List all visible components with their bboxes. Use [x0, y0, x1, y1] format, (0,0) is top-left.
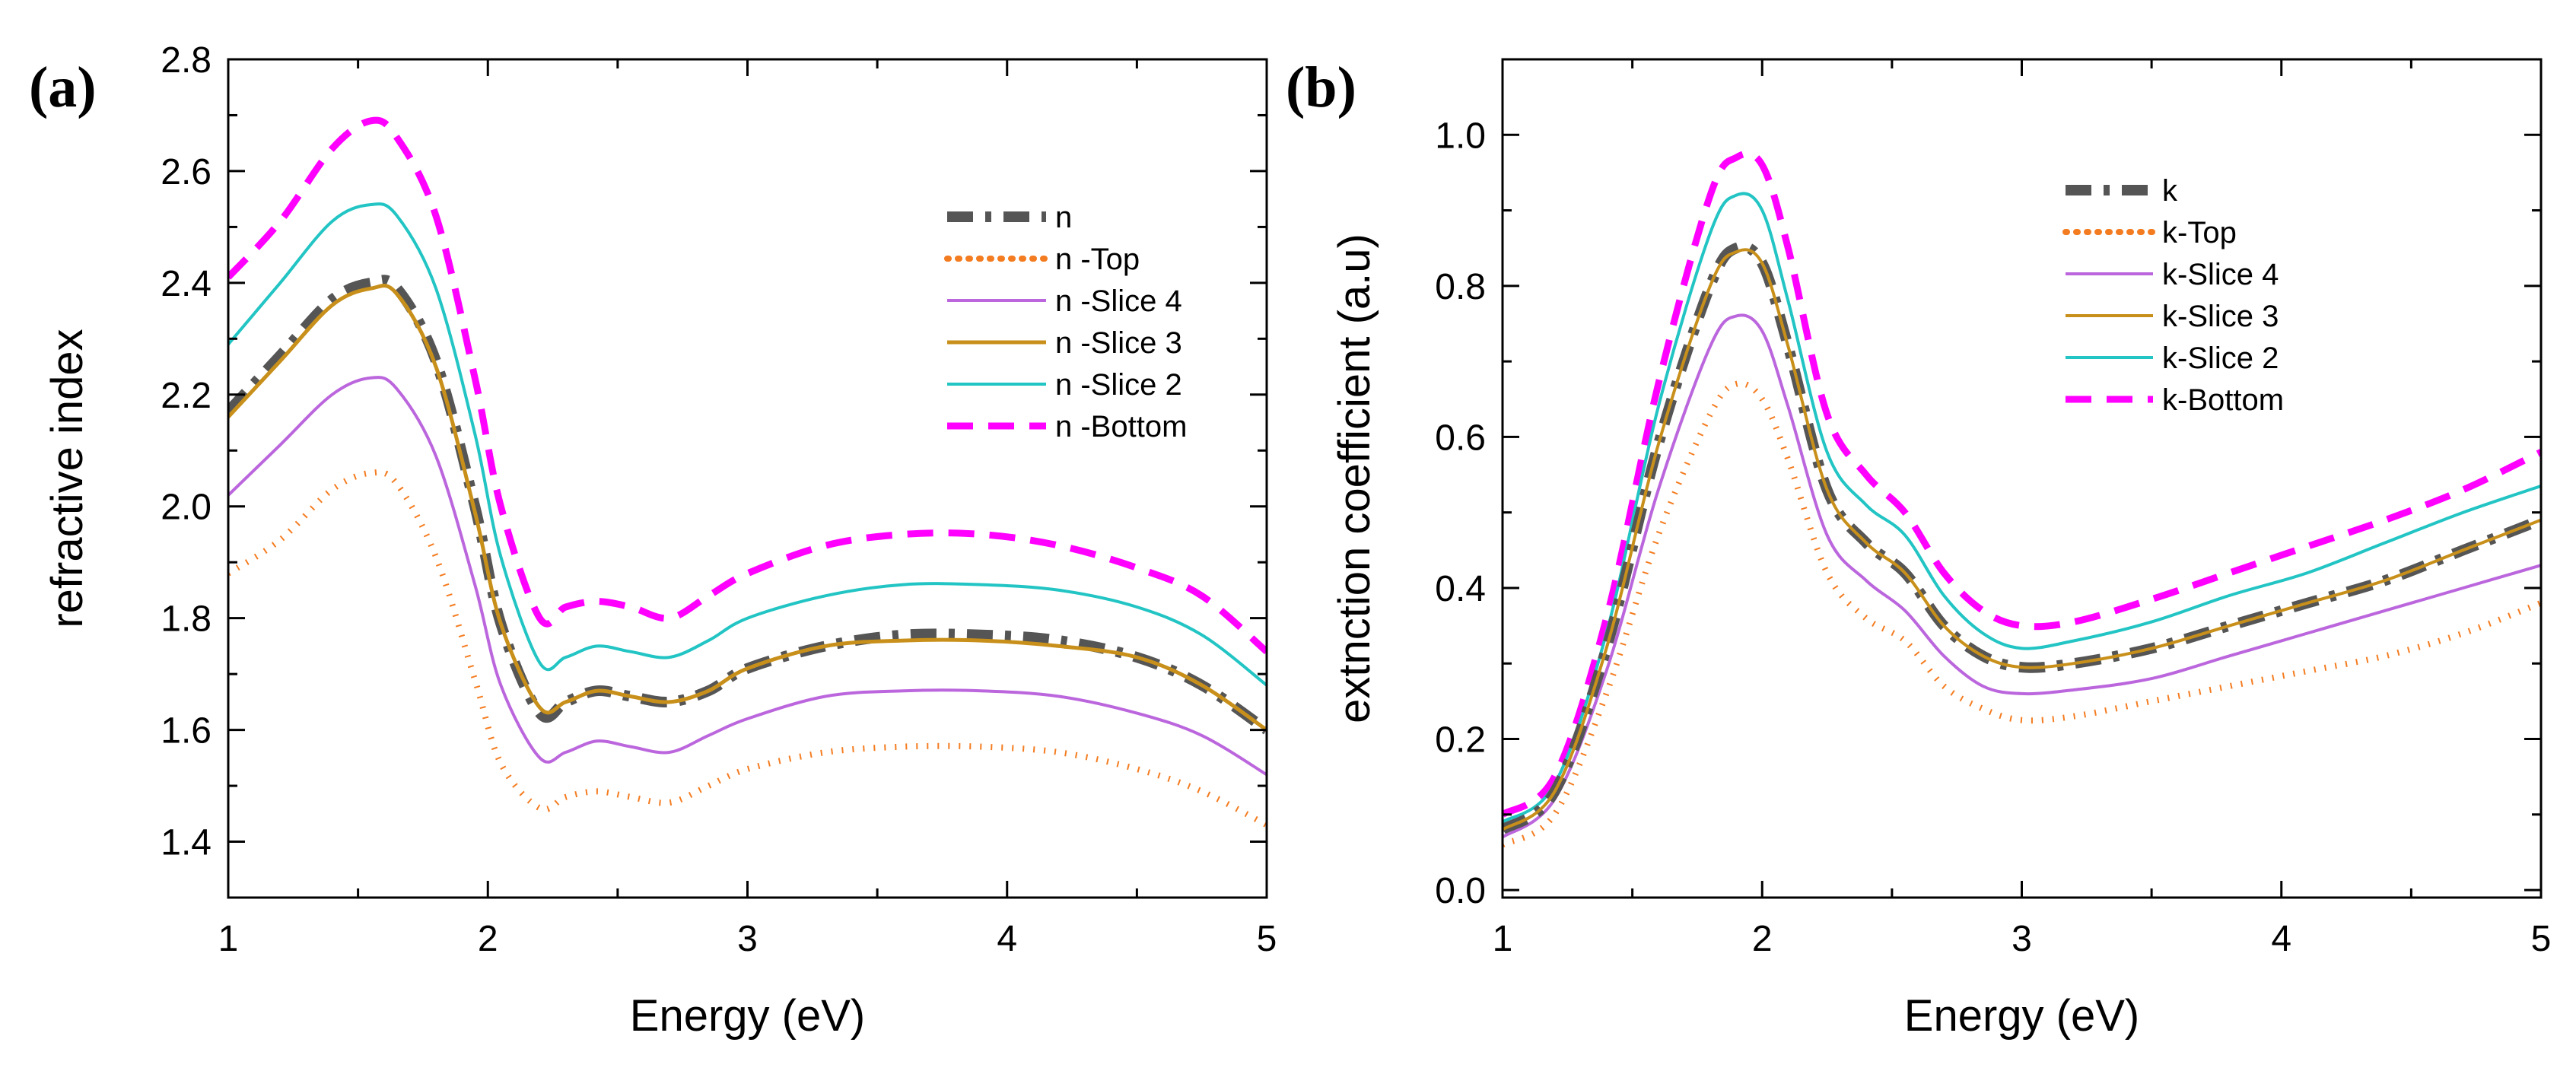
legend-label: k-Top — [2162, 216, 2237, 249]
legend-label: n -Top — [1055, 243, 1140, 276]
y-tick-label: 2.4 — [161, 264, 211, 304]
plot-frame — [1501, 58, 2543, 899]
series-line-k-slice-3 — [1503, 248, 2541, 831]
x-tick-label: 5 — [1257, 919, 1277, 959]
legend-label: k-Slice 3 — [2162, 300, 2279, 333]
legend-label: n -Slice 2 — [1055, 368, 1182, 402]
y-tick-label: 0.8 — [1435, 267, 1486, 307]
y-tick-label: 2.8 — [161, 40, 211, 81]
series-group — [228, 116, 1267, 828]
x-tick-label: 2 — [1752, 919, 1773, 959]
panel-b: (b) 1 2 3 4 5 0.0 0.2 0.4 0.6 0.8 1.0 Energy (eV) ext… — [1286, 56, 2551, 1041]
panel-label: (a) — [29, 56, 97, 119]
series-line-n--top — [228, 469, 1267, 828]
series-line-n--slice-2 — [228, 202, 1267, 687]
panel-label: (b) — [1286, 56, 1356, 119]
legend-label: n — [1055, 201, 1072, 234]
series-line-n--slice-4 — [228, 376, 1267, 777]
legend: n n -Top n -Slice 4 n -Slice 3 n -Slice 2 n -… — [944, 201, 1187, 443]
legend: k k-Top k-Slice 4 k-Slice 3 k-Slice 2 k-Botto… — [2062, 174, 2284, 417]
x-tick-label: 5 — [2531, 919, 2552, 959]
y-tick-label: 0.6 — [1435, 418, 1486, 458]
x-tick-label: 2 — [478, 919, 498, 959]
legend-label: k-Bottom — [2162, 383, 2284, 417]
x-tick-label: 4 — [2271, 919, 2291, 959]
series-line-k-bottom — [1503, 150, 2541, 818]
y-axis-title: extnction coefficient (a.u) — [1330, 234, 1379, 723]
y-tick-label: 0.4 — [1435, 569, 1486, 609]
y-tick-label: 2.2 — [161, 376, 211, 416]
y-tick-label: 1.4 — [161, 823, 211, 863]
series-line-k-slice-2 — [1503, 192, 2541, 824]
x-tick-label: 1 — [1493, 919, 1513, 959]
y-tick-label: 1.8 — [161, 599, 211, 640]
series-line-n--slice-3 — [228, 284, 1267, 732]
x-axis-title: Energy (eV) — [1904, 991, 2139, 1041]
y-tick-label: 2.0 — [161, 488, 211, 528]
x-tick-label: 3 — [2012, 919, 2032, 959]
legend-label: k-Slice 4 — [2162, 258, 2279, 291]
y-tick-label: 0.0 — [1435, 871, 1486, 911]
y-axis-title: refractive index — [43, 329, 92, 628]
series-line-k-top — [1503, 380, 2541, 848]
y-tick-label: 1.0 — [1435, 116, 1486, 156]
legend-label: n -Slice 4 — [1055, 284, 1182, 318]
legend-label: k-Slice 2 — [2162, 342, 2279, 375]
legend-label: k — [2162, 174, 2178, 208]
x-tick-label: 1 — [218, 919, 239, 959]
y-tick-label: 1.6 — [161, 711, 211, 752]
legend-label: n -Slice 3 — [1055, 326, 1182, 360]
series-line-k-slice-4 — [1503, 313, 2541, 839]
x-axis-title: Energy (eV) — [630, 991, 865, 1041]
y-tick-label: 2.6 — [161, 152, 211, 192]
panel-a: (a) 1 2 3 4 5 1.4 1.6 1.8 2.0 2.2 2.4 2.6 2.8 Energy (… — [29, 40, 1277, 1041]
x-tick-label: 4 — [997, 919, 1017, 959]
x-tick-label: 3 — [737, 919, 758, 959]
series-line-k — [1503, 241, 2541, 834]
plot-frame — [227, 58, 1268, 899]
y-tick-label: 0.2 — [1435, 720, 1486, 761]
series-group — [1503, 150, 2541, 848]
legend-label: n -Bottom — [1055, 410, 1187, 443]
